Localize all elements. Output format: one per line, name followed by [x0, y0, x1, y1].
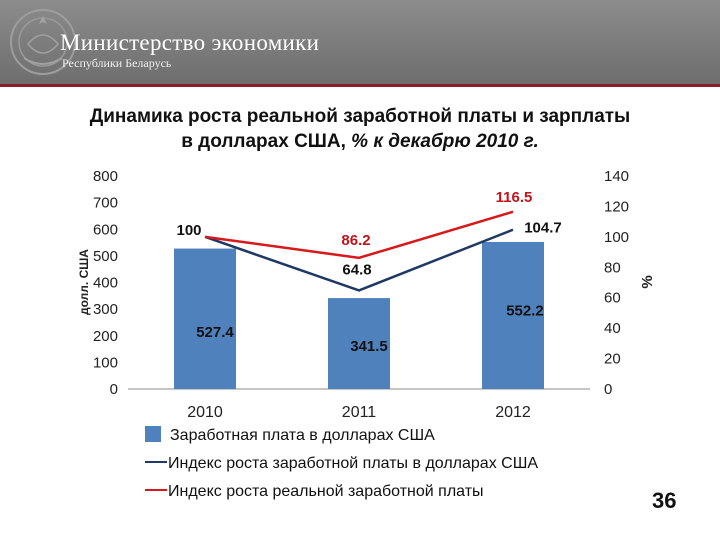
- y-tick-label: 0: [110, 381, 118, 398]
- y-tick-label: 800: [93, 168, 118, 185]
- bar-value-label: 341.5: [350, 338, 388, 355]
- legend-label: Индекс роста заработной платы в долларах…: [168, 455, 538, 472]
- y2-axis-title: %: [639, 275, 656, 288]
- y2-tick-label: 0: [604, 381, 612, 398]
- y2-tick-label: 140: [604, 168, 629, 185]
- ministry-name: Министерство экономики: [60, 30, 320, 55]
- header-divider: [0, 84, 720, 87]
- y-tick-label: 300: [93, 301, 118, 318]
- y-tick-label: 600: [93, 221, 118, 238]
- bar: [328, 298, 390, 389]
- coat-of-arms-emblem: [10, 9, 76, 75]
- legend-swatch-bar: [145, 426, 161, 442]
- y2-tick-label: 60: [604, 290, 621, 307]
- usd-index-label: 64.8: [342, 261, 371, 278]
- title-line-2-main: в долларах США,: [181, 131, 352, 152]
- ministry-header: Министерство экономики Республики Белару…: [0, 0, 720, 84]
- y-tick-label: 700: [93, 195, 118, 212]
- title-line-1: Динамика роста реальной заработной платы…: [89, 106, 631, 127]
- y2-tick-label: 100: [604, 229, 629, 246]
- wage-chart: 0 100 200 300 400 500 600 700 800 0 20 40 60 80 100 120…: [77, 168, 656, 500]
- y-tick-label: 400: [93, 275, 118, 292]
- x-tick-label: 2012: [495, 404, 531, 421]
- usd-index-label: 104.7: [524, 220, 562, 237]
- x-tick-label: 2010: [187, 404, 223, 421]
- title-line-2-italic: % к декабрю 2010 г.: [351, 131, 539, 152]
- y-tick-label: 100: [93, 354, 118, 371]
- y-tick-label: 200: [93, 328, 118, 345]
- y-axis-title: долл. США: [77, 249, 91, 315]
- real-index-label: 86.2: [341, 232, 370, 249]
- y2-tick-label: 80: [604, 259, 621, 276]
- bar-value-label: 552.2: [506, 302, 544, 319]
- usd-index-line: [204, 228, 514, 292]
- y2-tick-label: 120: [604, 198, 629, 215]
- ministry-subtitle: Республики Беларусь: [62, 56, 172, 70]
- usd-index-label: 100: [176, 222, 201, 239]
- page-number: 36: [652, 488, 677, 513]
- legend-label: Индекс роста реальной заработной платы: [168, 483, 484, 500]
- chart-title: Динамика роста реальной заработной платы…: [0, 104, 720, 154]
- title-line-2: в долларах США, % к декабрю 2010 г.: [0, 129, 720, 154]
- bar-value-label: 527.4: [196, 324, 234, 341]
- bar: [482, 241, 544, 389]
- x-tick-label: 2011: [342, 404, 377, 421]
- real-index-line: [204, 210, 514, 260]
- y2-tick-label: 20: [604, 351, 621, 368]
- real-index-label: 116.5: [496, 189, 533, 206]
- y-tick-label: 500: [93, 248, 118, 265]
- bar: [174, 248, 236, 389]
- y2-tick-label: 40: [604, 320, 621, 337]
- legend-label: Заработная плата в долларах США: [170, 427, 435, 444]
